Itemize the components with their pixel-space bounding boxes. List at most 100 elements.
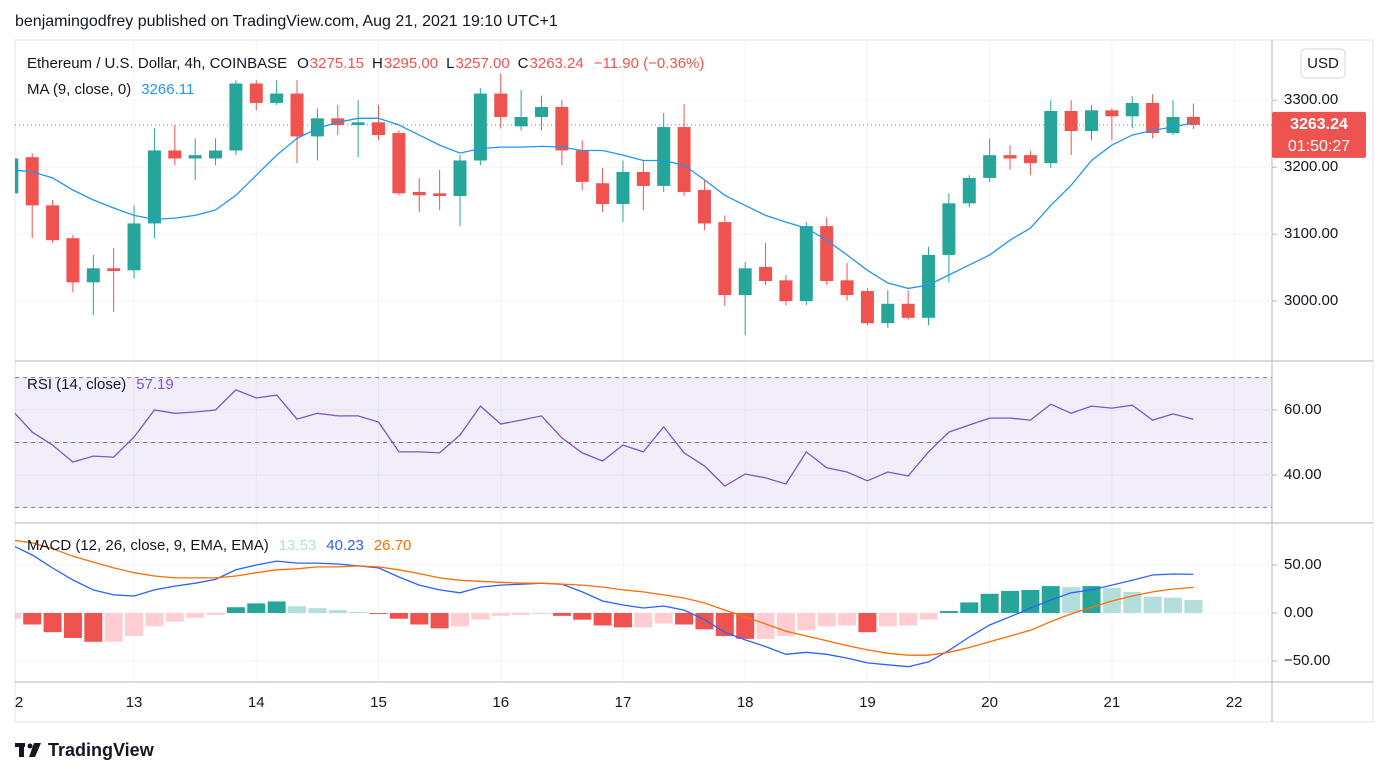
x-tick-label: 19 (859, 694, 876, 711)
candle-body (1186, 116, 1200, 125)
histogram-bar (145, 612, 164, 627)
histogram-bar (613, 612, 632, 628)
histogram-bar (328, 610, 347, 613)
histogram-bar (573, 612, 592, 620)
candle-body (840, 280, 854, 296)
last-price-label: 3263.24 (1290, 116, 1348, 133)
histogram-bar (206, 612, 225, 615)
indicator-value: 57.19 (136, 376, 174, 393)
histogram-bar (410, 612, 429, 625)
pane (15, 40, 1272, 360)
ohlc-key: H (372, 55, 383, 72)
histogram-bar (838, 612, 857, 626)
x-tick-label: 14 (248, 694, 265, 711)
candle-body (677, 127, 691, 192)
histogram-bar (430, 612, 449, 629)
indicator-name: MACD (12, 26, close, 9, EMA, EMA) (27, 537, 269, 554)
candle-body (759, 266, 773, 282)
y-tick-label: 60.00 (1284, 401, 1322, 418)
histogram-bar (756, 612, 775, 639)
currency-button[interactable]: USD (1300, 48, 1346, 79)
candle-body (1105, 110, 1119, 117)
candle-body (1064, 110, 1078, 132)
candle-body (616, 171, 630, 205)
indicator-name: RSI (14, close) (27, 376, 126, 393)
indicator-value: 3266.11 (141, 81, 194, 98)
ohlc-value: 3263.24 (530, 55, 584, 72)
rsi-line (15, 389, 1194, 487)
candle-body (127, 223, 141, 271)
histogram-bar (104, 612, 123, 642)
candle-body (473, 93, 487, 161)
histogram-bar (797, 612, 816, 631)
histogram-bar (858, 612, 877, 633)
macd-line (15, 539, 1194, 656)
candle-body (697, 189, 711, 224)
candle-body (1125, 102, 1139, 117)
histogram-bar (1001, 590, 1020, 613)
ohlc-key: C (518, 55, 529, 72)
candle-body (820, 226, 834, 282)
histogram-bar (471, 612, 490, 620)
histogram-bar (491, 612, 510, 616)
x-tick-label: 17 (615, 694, 632, 711)
histogram-bar (939, 611, 958, 613)
candle-body (860, 291, 874, 324)
candle-body (718, 222, 732, 296)
currency-button-box (1300, 48, 1346, 79)
histogram-bar (634, 612, 653, 628)
x-tick-label: 21 (1104, 694, 1121, 711)
ohlc-value: 3275.15 (310, 55, 364, 72)
histogram-bar (43, 612, 62, 633)
histogram-bar (899, 612, 918, 626)
ohlc-key: L (446, 55, 454, 72)
histogram-bar (186, 612, 205, 618)
candle-body (270, 93, 284, 103)
histogram-bar (960, 602, 979, 613)
chart-frame (14, 39, 1374, 723)
candle-body (310, 118, 324, 137)
ma-line (15, 117, 1194, 290)
candle-body (107, 268, 121, 271)
y-tick-label: 3000.00 (1284, 292, 1338, 309)
candle-body (209, 150, 223, 159)
candle-body (168, 150, 182, 159)
candle-body (351, 122, 365, 126)
candle-body (1003, 155, 1017, 159)
histogram-bar (1021, 589, 1040, 613)
indicator-value: 13.53 (279, 537, 317, 554)
x-tick-label: 18 (737, 694, 754, 711)
histogram-bar (512, 612, 531, 615)
histogram-bar (980, 593, 999, 613)
y-tick-label: 3200.00 (1284, 158, 1338, 175)
histogram-bar (715, 612, 734, 637)
histogram-bar (389, 612, 408, 619)
candle-body (596, 183, 610, 205)
x-tick-label: 22 (1226, 694, 1243, 711)
candle-body (881, 303, 895, 324)
histogram-bar (552, 612, 571, 616)
histogram-bar (675, 612, 694, 625)
candle-body (229, 83, 243, 151)
candle-body (1166, 116, 1180, 134)
histogram-bar (15, 612, 21, 619)
candle-body (799, 226, 813, 302)
indicator-name: MA (9, close, 0) (27, 81, 131, 98)
histogram-bar (695, 612, 714, 630)
histogram-bar (247, 603, 266, 613)
histogram-bar (63, 612, 82, 638)
candle-body (66, 238, 80, 283)
candle-body (46, 205, 60, 241)
histogram-bar (308, 608, 327, 613)
y-tick-label: 3100.00 (1284, 225, 1338, 242)
indicator-value: 40.23 (326, 537, 364, 554)
candle-body (15, 158, 19, 194)
y-tick-label: 0.00 (1284, 604, 1313, 621)
histogram-bar (817, 612, 836, 627)
x-tick-label: 13 (126, 694, 143, 711)
candle-body (962, 177, 976, 204)
x-tick-label: 2 (15, 694, 23, 711)
ohlc-value: 3295.00 (384, 55, 438, 72)
last-price-box (1272, 111, 1366, 158)
